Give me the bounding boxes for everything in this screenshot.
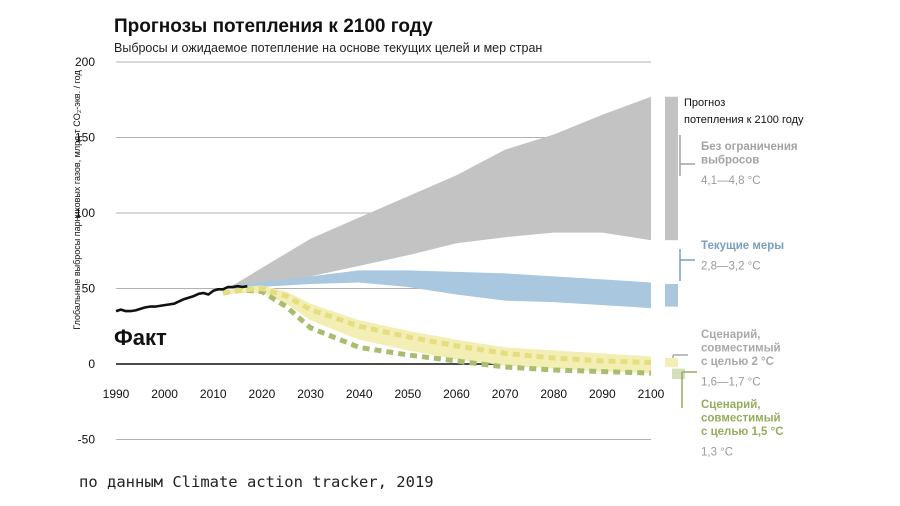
x-tick-label: 2030	[297, 387, 324, 401]
target2-legend-bracket	[672, 354, 688, 358]
target15-legend-name: совместимый	[701, 413, 781, 425]
target2-legend-name: с целью 2 °C	[701, 356, 774, 368]
source-note: по данным Climate action tracker, 2019	[79, 473, 434, 491]
target2-warming-bar	[665, 357, 678, 368]
scenario-lines	[115, 284, 652, 376]
no_policy-legend-range: 4,1—4,8 °C	[701, 175, 761, 187]
target15-legend-name: с целью 1,5 °C	[701, 426, 784, 438]
current-legend-name: Текущие меры	[701, 240, 784, 252]
x-tick-label: 2060	[443, 387, 470, 401]
y-axis-label: Глобальные выбросы парниковых газов, млр…	[72, 70, 82, 330]
target15-legend-range: 1,3 °C	[701, 447, 733, 459]
target15-warming-bar	[672, 368, 685, 380]
no_policy-legend-name: Без ограничения	[701, 141, 798, 153]
fact-label: Факт	[114, 325, 167, 350]
target2-band	[223, 285, 651, 374]
x-tick-label: 2040	[346, 387, 373, 401]
target15-legend-name: Сценарий,	[701, 399, 760, 411]
x-tick-label: 2070	[492, 387, 519, 401]
no_policy-band	[232, 96, 651, 289]
x-tick-label: 2010	[200, 387, 227, 401]
scenario-bands	[223, 96, 651, 374]
x-axis: 1990 2000 2010 2020 2030 2040 2050 2060 2070 2080…	[103, 387, 665, 401]
current-legend-range: 2,8—3,2 °C	[701, 261, 761, 273]
legend: Прогноз потепления к 2100 году Без огранич…	[672, 97, 804, 459]
no_policy-legend-name: выбросов	[701, 155, 759, 167]
x-tick-label: 1990	[103, 387, 130, 401]
x-tick-label: 2090	[589, 387, 616, 401]
y-tick-label: 150	[75, 131, 95, 145]
x-tick-label: 2020	[249, 387, 276, 401]
no_policy-warming-bar	[665, 96, 678, 241]
target15-legend-bracket	[681, 371, 697, 408]
y-tick-label: -50	[78, 433, 96, 447]
history-line	[115, 284, 248, 313]
y-tick-label: 100	[75, 206, 95, 220]
target2-line	[222, 285, 652, 365]
warming-bars	[665, 96, 685, 380]
current-warming-bar	[665, 283, 678, 307]
chart-subtitle: Выбросы и ожидаемое потепление на основе…	[114, 41, 543, 55]
legend-title-line: Прогноз	[684, 97, 725, 109]
y-tick-label: 0	[88, 357, 95, 371]
target2-legend-name: Сценарий,	[701, 329, 760, 341]
y-tick-label: 50	[82, 282, 96, 296]
current-legend-bracket	[679, 249, 695, 281]
current-band	[232, 270, 651, 309]
target2-legend-name: совместимый	[701, 343, 781, 355]
target2-legend-range: 1,6—1,7 °C	[701, 377, 761, 389]
y-tick-label: 200	[75, 55, 95, 69]
legend-title-line: потепления к 2100 году	[684, 114, 804, 126]
chart-title: Прогнозы потепления к 2100 году	[114, 16, 433, 37]
no_policy-legend-bracket	[679, 135, 695, 176]
x-tick-label: 2050	[394, 387, 421, 401]
x-tick-label: 2000	[151, 387, 178, 401]
y-axis: 200 150 100 50 0 -50	[75, 55, 95, 447]
x-tick-label: 2080	[540, 387, 567, 401]
x-tick-label: 2100	[638, 387, 665, 401]
